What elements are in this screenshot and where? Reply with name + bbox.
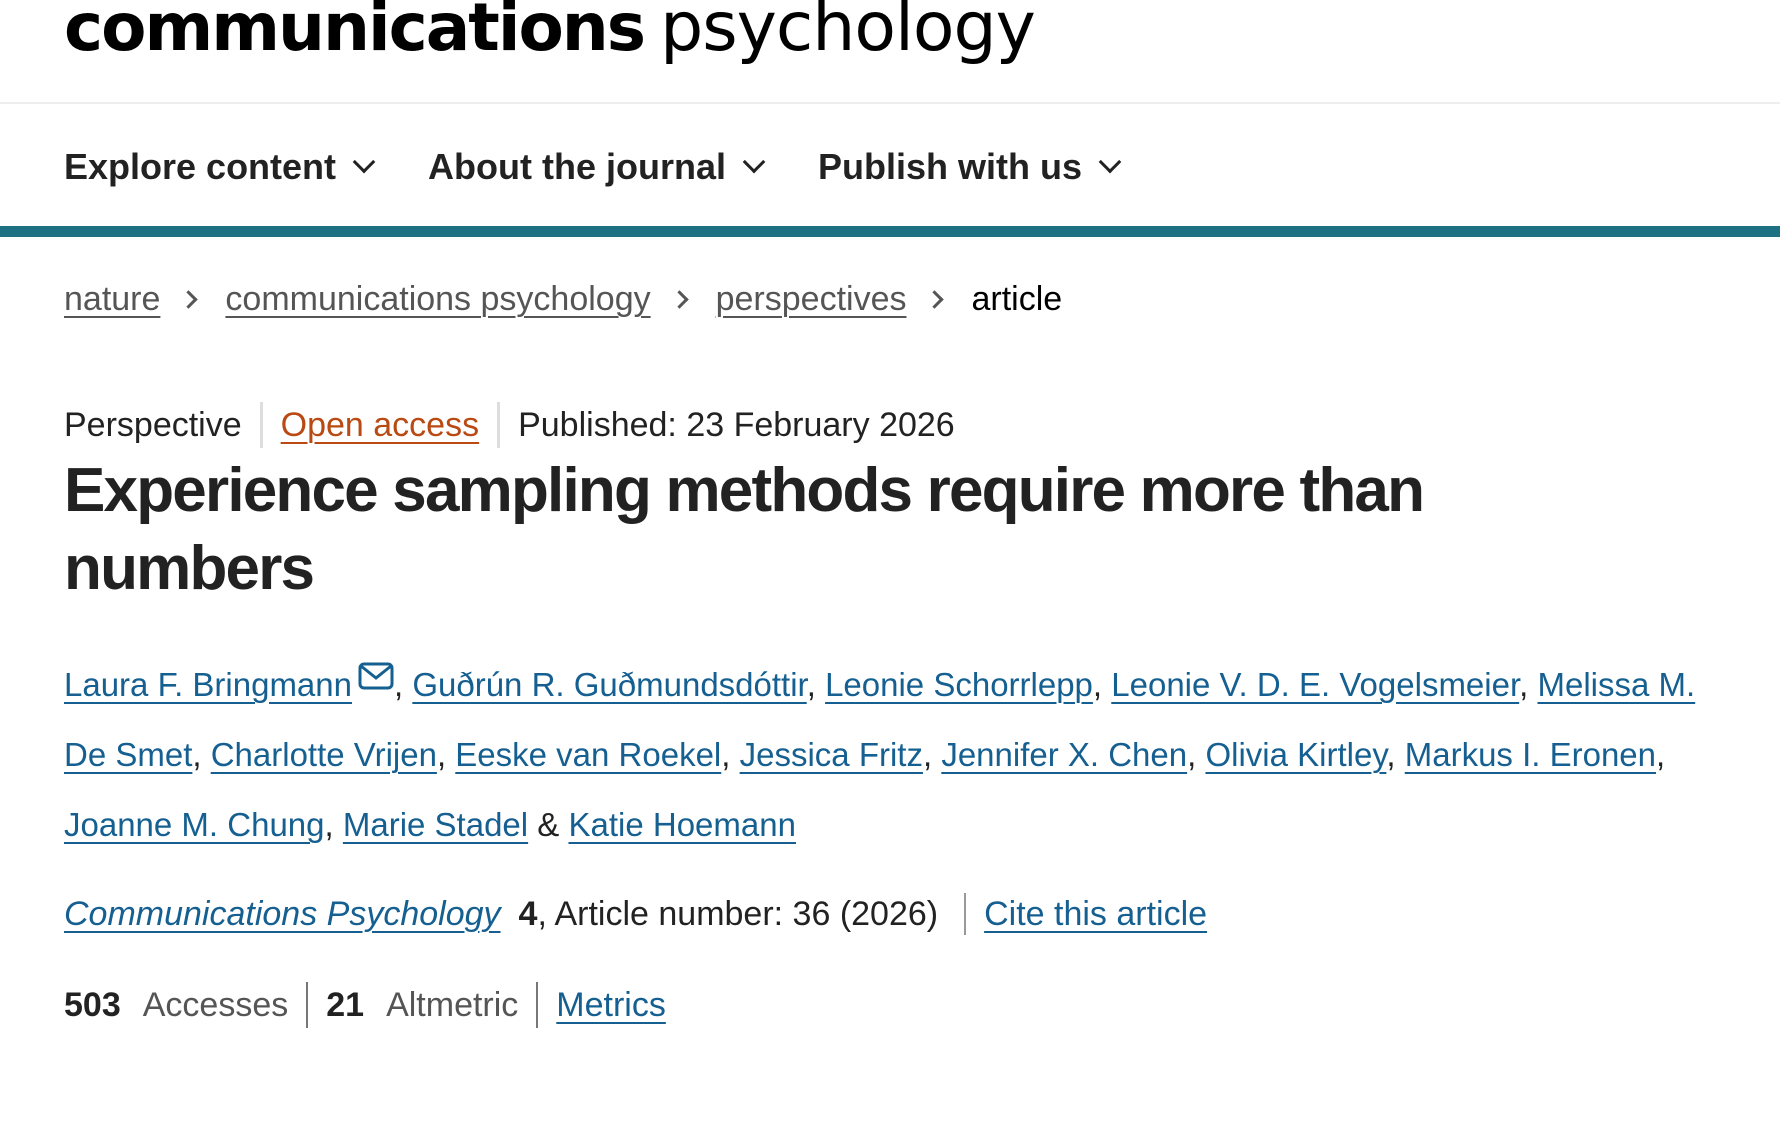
journal-name-link[interactable]: Communications Psychology: [64, 894, 501, 933]
metrics-link[interactable]: Metrics: [556, 985, 666, 1024]
author-link[interactable]: Laura F. Bringmann: [64, 666, 352, 703]
altmetric-count: 21: [326, 985, 365, 1024]
author-separator: ,: [721, 736, 740, 773]
cite-this-article-link[interactable]: Cite this article: [984, 894, 1208, 933]
breadcrumb-link-perspectives[interactable]: perspectives: [715, 280, 907, 318]
author-separator: ,: [324, 806, 343, 843]
author-link[interactable]: Jennifer X. Chen: [941, 736, 1188, 773]
author-separator: ,: [192, 736, 211, 773]
chevron-down-icon: [742, 150, 766, 174]
author-separator: ,: [436, 736, 456, 773]
author-separator: ,: [922, 736, 942, 773]
citation-line: Communications Psychology 4 , Article nu…: [64, 893, 1207, 935]
nav-explore-content[interactable]: Explore content: [64, 146, 376, 188]
author-separator: ,: [1386, 736, 1405, 773]
accesses-count: 503: [64, 985, 121, 1024]
open-access-link[interactable]: Open access: [280, 405, 480, 444]
author-link[interactable]: Charlotte Vrijen: [210, 736, 437, 773]
author-link[interactable]: Melissa M. De Smet: [64, 666, 1696, 773]
chevron-down-icon: [352, 150, 376, 174]
breadcrumb-link-journal[interactable]: communications psychology: [225, 280, 651, 318]
author-list: Laura F. Bringmann, Guðrún R. Guðmundsdó…: [64, 650, 1744, 860]
article-title: Experience sampling methods require more…: [64, 456, 1425, 603]
author-separator: ,: [1187, 736, 1206, 773]
article-number: , Article number: 36 (2026): [537, 894, 939, 933]
author-link[interactable]: Leonie Schorrlepp: [825, 666, 1093, 703]
site-header: communications psychology Explore content…: [0, 0, 1780, 237]
author-link[interactable]: Katie Hoemann: [568, 806, 796, 843]
nav-label: Publish with us: [818, 146, 1083, 187]
breadcrumb: nature communications psychology perspec…: [64, 280, 1062, 319]
meta-divider: [497, 402, 501, 448]
metrics-bar: 503 Accesses 21 Altmetric Metrics: [64, 982, 666, 1028]
author-link[interactable]: Eeske van Roekel: [455, 736, 722, 773]
journal-volume: 4: [518, 894, 538, 933]
meta-divider: [259, 402, 263, 448]
metrics-divider: [306, 982, 309, 1028]
main-nav: Explore content About the journal Publis…: [0, 104, 1780, 237]
author-link[interactable]: Olivia Kirtley: [1205, 736, 1387, 773]
logo-light-text: psychology: [660, 0, 1036, 67]
nav-label: About the journal: [428, 146, 726, 187]
journal-logo[interactable]: communications psychology: [64, 0, 1036, 62]
chevron-right-icon: [925, 290, 945, 309]
altmetric-label: Altmetric: [386, 985, 519, 1024]
header-top-bar: communications psychology: [0, 0, 1780, 104]
author-separator: ,: [1092, 666, 1112, 703]
author-link[interactable]: Marie Stadel: [342, 806, 529, 843]
nav-publish-with-us[interactable]: Publish with us: [818, 146, 1122, 188]
author-separator: ,: [806, 666, 826, 703]
author-separator: ,: [394, 666, 413, 703]
citation-divider: [964, 893, 967, 935]
metrics-divider: [536, 982, 539, 1028]
author-link[interactable]: Leonie V. D. E. Vogelsmeier: [1111, 666, 1520, 703]
chevron-down-icon: [1098, 150, 1122, 174]
accesses-label: Accesses: [142, 985, 289, 1024]
nav-label: Explore content: [64, 146, 337, 187]
breadcrumb-current: article: [971, 280, 1063, 318]
author-link[interactable]: Guðrún R. Guðmundsdóttir: [412, 666, 807, 703]
breadcrumb-link-nature[interactable]: nature: [64, 280, 161, 318]
author-separator: ,: [1656, 736, 1675, 773]
author-separator: &: [528, 806, 569, 843]
author-link[interactable]: Markus I. Eronen: [1404, 736, 1657, 773]
published-date: Published: 23 February 2026: [518, 405, 955, 444]
article-meta: Perspective Open access Published: 23 Fe…: [64, 402, 955, 448]
nav-about-the-journal[interactable]: About the journal: [428, 146, 766, 188]
chevron-right-icon: [179, 290, 199, 309]
author-link[interactable]: Jessica Fritz: [739, 736, 923, 773]
envelope-icon[interactable]: [358, 662, 394, 690]
chevron-right-icon: [669, 290, 689, 309]
author-separator: ,: [1519, 666, 1538, 703]
logo-bold-text: communications: [64, 0, 646, 66]
article-type: Perspective: [64, 405, 242, 444]
author-link[interactable]: Joanne M. Chung: [64, 806, 325, 843]
